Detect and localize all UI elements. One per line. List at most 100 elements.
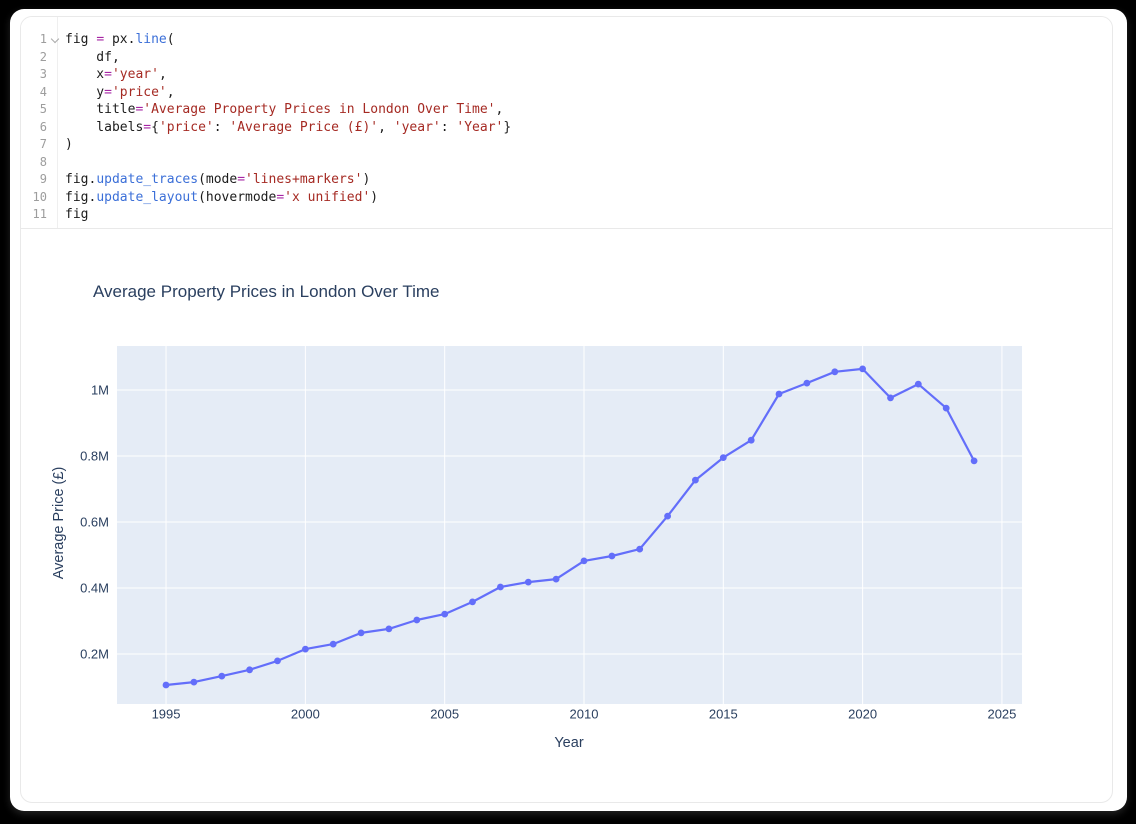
code-line[interactable]: 9 fig.update_traces(mode='lines+markers'): [21, 171, 1112, 189]
data-point-marker[interactable]: [608, 552, 616, 560]
code-line[interactable]: 4 y='price',: [21, 84, 1112, 102]
data-point-marker[interactable]: [552, 575, 560, 583]
line-number: 2: [39, 49, 47, 64]
data-point-marker[interactable]: [329, 640, 337, 648]
fold-spacer: [47, 171, 65, 189]
code-text[interactable]: x='year',: [65, 67, 167, 82]
code-line[interactable]: 5 title='Average Property Prices in Lond…: [21, 101, 1112, 119]
y-axis-title: Average Price (£): [51, 467, 67, 580]
data-point-marker[interactable]: [469, 598, 476, 606]
x-tick-label: 2010: [570, 707, 599, 722]
code-text[interactable]: y='price',: [65, 84, 175, 100]
data-point-marker[interactable]: [218, 672, 226, 680]
chart-series-layer: [162, 365, 978, 689]
notebook-window: 1995 2000 2005 2010 2015 2020 2025 0.2M 0.4M 0.6M…: [10, 9, 1127, 811]
data-point-marker[interactable]: [524, 578, 532, 586]
code-text[interactable]: labels={'price': 'Average Price (£)', 'y…: [65, 119, 512, 135]
chart-tick-layer: 1995 2000 2005 2010 2015 2020 2025 0.2M 0.4M 0.6M…: [80, 382, 1016, 721]
code-text[interactable]: fig.update_layout(hovermode='x unified'): [65, 189, 379, 205]
fold-spacer: [47, 49, 65, 67]
chart-title: Average Property Prices in London Over T…: [93, 282, 439, 301]
code-text[interactable]: fig: [65, 207, 89, 222]
code-line[interactable]: 1 fig = px.line(: [21, 31, 1112, 49]
line-number: 4: [39, 84, 47, 99]
fold-spacer: [47, 206, 65, 224]
line-number: 11: [32, 207, 47, 221]
y-tick-label: 0.6M: [80, 514, 109, 529]
data-point-marker[interactable]: [441, 610, 449, 618]
chart-grid-layer: [117, 346, 1022, 704]
data-point-marker[interactable]: [302, 645, 309, 653]
line-number: 10: [32, 189, 47, 204]
data-point-marker[interactable]: [190, 678, 198, 686]
line-number: 5: [39, 102, 47, 116]
data-point-marker[interactable]: [162, 681, 170, 689]
y-tick-label: 0.4M: [80, 580, 109, 595]
data-point-marker[interactable]: [413, 616, 421, 624]
code-line[interactable]: 8: [21, 154, 1112, 172]
y-tick-label: 0.8M: [80, 448, 109, 463]
notebook-cell: 1995 2000 2005 2010 2015 2020 2025 0.2M 0.4M 0.6M…: [20, 16, 1113, 803]
data-point-marker[interactable]: [385, 625, 393, 633]
property-price-chart[interactable]: 1995 2000 2005 2010 2015 2020 2025 0.2M 0.4M 0.6M…: [21, 17, 1113, 803]
code-line[interactable]: 7): [21, 136, 1112, 154]
data-point-marker[interactable]: [747, 436, 755, 444]
code-text[interactable]: fig = px.line(: [65, 32, 175, 47]
code-line[interactable]: 3 x='year',: [21, 66, 1112, 84]
plot-area[interactable]: [117, 346, 1022, 704]
data-point-marker[interactable]: [970, 457, 978, 465]
x-tick-label: 2020: [848, 707, 877, 722]
data-point-marker[interactable]: [246, 666, 254, 674]
code-line[interactable]: 11 fig: [21, 206, 1112, 224]
code-line[interactable]: 2 df,: [21, 49, 1112, 67]
data-point-marker[interactable]: [942, 404, 950, 412]
fold-spacer: [47, 119, 65, 137]
data-point-marker[interactable]: [580, 557, 588, 565]
fold-spacer: [47, 189, 65, 207]
code-text[interactable]: fig.update_traces(mode='lines+markers'): [65, 172, 371, 187]
data-point-marker[interactable]: [692, 476, 699, 484]
line-number: 6: [39, 119, 47, 134]
code-line[interactable]: 10 fig.update_layout(hovermode='x unified…: [21, 189, 1112, 207]
fold-spacer: [47, 154, 65, 172]
line-number: 7: [39, 137, 47, 151]
fold-spacer: [47, 66, 65, 84]
gutter-separator: [57, 17, 58, 228]
fold-spacer: [47, 84, 65, 102]
data-point-marker[interactable]: [775, 390, 783, 398]
price-line[interactable]: [164, 367, 976, 687]
x-tick-label: 1995: [152, 707, 181, 722]
code-line[interactable]: 6 labels={'price': 'Average Price (£)', …: [21, 119, 1112, 137]
code-text[interactable]: df,: [65, 49, 120, 65]
data-point-marker[interactable]: [887, 394, 894, 402]
y-tick-label: 0.2M: [80, 647, 109, 662]
fold-spacer: [47, 101, 65, 119]
code-lines: 1 fig = px.line(2 df, 3 x='year', 4 y='pric…: [21, 31, 1112, 224]
line-number: 8: [39, 154, 47, 169]
data-point-marker[interactable]: [719, 454, 727, 461]
code-text[interactable]: ): [65, 137, 73, 152]
line-number: 3: [39, 67, 47, 81]
data-point-marker[interactable]: [497, 583, 504, 591]
x-tick-label: 2005: [430, 707, 459, 722]
x-tick-label: 2015: [709, 707, 738, 722]
line-number: 1: [39, 32, 47, 46]
data-point-marker[interactable]: [664, 512, 671, 520]
code-text[interactable]: title='Average Property Prices in London…: [65, 102, 504, 117]
y-tick-label: 1M: [91, 382, 109, 397]
data-point-marker[interactable]: [859, 365, 866, 373]
data-point-marker[interactable]: [274, 657, 281, 665]
fold-toggle-icon[interactable]: [47, 31, 65, 49]
x-tick-label: 2025: [987, 707, 1016, 722]
data-point-marker[interactable]: [357, 629, 365, 637]
data-point-marker[interactable]: [803, 379, 811, 387]
fold-spacer: [47, 136, 65, 154]
data-point-marker[interactable]: [831, 368, 839, 376]
x-axis-title: Year: [554, 735, 583, 751]
line-number: 9: [39, 172, 47, 186]
data-point-marker[interactable]: [914, 380, 922, 388]
x-tick-label: 2000: [291, 707, 320, 722]
code-editor[interactable]: 1 fig = px.line(2 df, 3 x='year', 4 y='pric…: [21, 17, 1112, 229]
data-point-marker[interactable]: [636, 545, 644, 553]
